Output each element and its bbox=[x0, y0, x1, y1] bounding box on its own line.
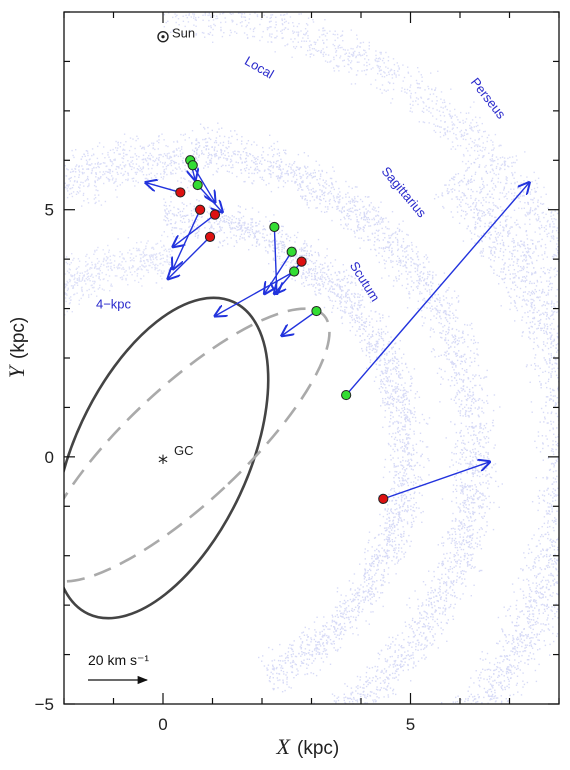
sagittarius-arm bbox=[193, 122, 503, 704]
inner-arm bbox=[64, 234, 175, 316]
red-source-marker bbox=[204, 231, 216, 242]
x-axis-unit: (kpc) bbox=[297, 738, 339, 759]
red-source-marker bbox=[209, 209, 221, 220]
velocity-vector bbox=[383, 462, 489, 500]
spiral-arms-layer bbox=[64, 12, 559, 704]
velocity-vector bbox=[197, 184, 223, 212]
green-source-marker bbox=[311, 305, 322, 317]
x-tick-label: 0 bbox=[158, 715, 167, 734]
galactic-bar-layer bbox=[64, 296, 331, 620]
x-axis-title: X bbox=[276, 734, 292, 759]
velocity-vector bbox=[215, 270, 295, 316]
red-source-marker bbox=[175, 187, 186, 198]
galactic-center-symbol: * bbox=[158, 451, 168, 475]
plot-frame bbox=[63, 11, 560, 705]
velocity-vector bbox=[146, 183, 181, 194]
velocity-vector bbox=[168, 236, 211, 279]
galactic-center-marker: * GC bbox=[158, 443, 194, 475]
perseus-arm bbox=[163, 12, 559, 637]
y-axis-title-group: Y (kpc) bbox=[4, 317, 29, 378]
velocity-vector bbox=[264, 251, 293, 294]
arm-label: Local bbox=[242, 53, 277, 82]
arm-label: Perseus bbox=[468, 75, 509, 122]
sun-symbol-dot bbox=[161, 35, 165, 39]
velocity-vector bbox=[173, 214, 216, 247]
velocity-vector bbox=[274, 261, 303, 294]
velocity-scale-bar: 20 km s⁻¹ bbox=[88, 652, 149, 685]
red-source-marker bbox=[296, 256, 307, 267]
bar-dashed-ellipse bbox=[64, 307, 331, 583]
x-tick-label: 5 bbox=[406, 715, 415, 734]
sun-label: Sun bbox=[172, 26, 195, 41]
y-axis-title: Y bbox=[4, 363, 29, 378]
sun-marker: Sun bbox=[157, 26, 195, 43]
arm-label: 4−kpc bbox=[96, 297, 132, 312]
green-source-marker bbox=[269, 221, 280, 233]
axis-ticks: 0 5 −5 0 5 bbox=[35, 11, 560, 734]
velocity-vector bbox=[345, 183, 529, 396]
red-source-marker bbox=[378, 493, 389, 504]
green-source-marker bbox=[341, 389, 352, 401]
velocity-vector bbox=[173, 209, 201, 269]
outer-arm bbox=[64, 130, 195, 207]
y-tick-label: 0 bbox=[45, 448, 54, 467]
arm-label: Sagittarius bbox=[379, 164, 430, 221]
scale-bar-label: 20 km s⁻¹ bbox=[88, 652, 149, 668]
y-tick-label: −5 bbox=[35, 695, 54, 714]
green-source-marker bbox=[187, 160, 198, 171]
y-axis-unit: (kpc) bbox=[8, 317, 29, 359]
velocity-vector bbox=[282, 310, 317, 336]
green-source-marker bbox=[286, 246, 297, 257]
source-markers-layer bbox=[175, 155, 389, 504]
velocity-vector bbox=[192, 164, 215, 202]
local-arm bbox=[433, 161, 559, 704]
galactic-center-label: GC bbox=[174, 443, 194, 458]
red-source-marker bbox=[195, 204, 206, 215]
green-source-marker bbox=[192, 179, 203, 191]
green-source-marker bbox=[289, 266, 300, 277]
y-tick-label: 5 bbox=[45, 201, 54, 220]
bar-ellipse bbox=[64, 296, 270, 620]
